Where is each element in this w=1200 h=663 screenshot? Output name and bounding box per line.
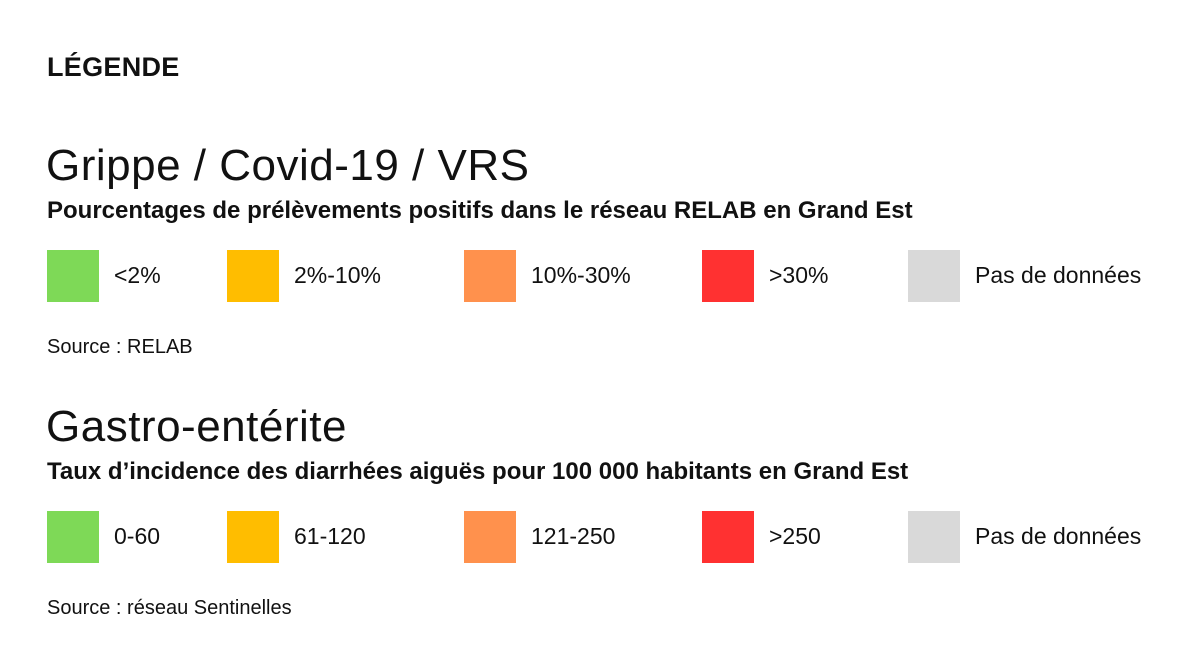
swatch-yellow <box>227 511 279 563</box>
legend-item-label: <2% <box>114 262 161 288</box>
legend-item-label: 121-250 <box>531 523 616 549</box>
section-subtitle: Taux d’incidence des diarrhées aiguës po… <box>47 458 909 485</box>
section-title: Grippe / Covid-19 / VRS <box>46 141 530 190</box>
legend-heading: LÉGENDE <box>47 52 180 82</box>
legend-item-label: 61-120 <box>294 523 366 549</box>
swatch-red <box>702 250 754 302</box>
swatch-orange <box>464 250 516 302</box>
legend-row: <2% 2%-10% 10%-30% >30% Pas de données <box>0 250 1200 304</box>
legend-item-label: >30% <box>769 262 829 288</box>
swatch-yellow <box>227 250 279 302</box>
swatch-grey <box>908 511 960 563</box>
swatch-red <box>702 511 754 563</box>
swatch-green <box>47 250 99 302</box>
swatch-grey <box>908 250 960 302</box>
section-title: Gastro-entérite <box>46 402 347 451</box>
legend-item-label: 2%-10% <box>294 262 381 288</box>
legend-item-label: Pas de données <box>975 523 1142 549</box>
legend-row: 0-60 61-120 121-250 >250 Pas de données <box>0 511 1200 565</box>
legend-item-label: 10%-30% <box>531 262 631 288</box>
source-note: Source : RELAB <box>47 336 193 358</box>
legend-item-label: 0-60 <box>114 523 161 549</box>
source-note: Source : réseau Sentinelles <box>47 597 292 619</box>
legend-item-label: Pas de données <box>975 262 1142 288</box>
swatch-orange <box>464 511 516 563</box>
swatch-green <box>47 511 99 563</box>
section-subtitle: Pourcentages de prélèvements positifs da… <box>47 197 913 224</box>
legend-item-label: >250 <box>769 523 821 549</box>
